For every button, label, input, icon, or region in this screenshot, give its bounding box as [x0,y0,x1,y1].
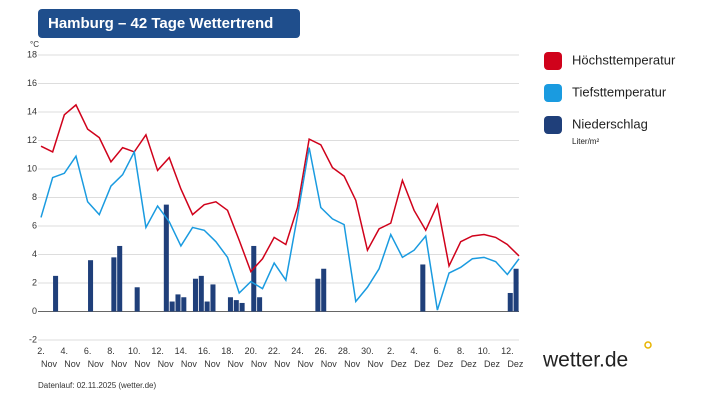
precipitation-bar [507,292,513,312]
y-tick-label: 14 [27,106,37,116]
legend-label: Niederschlag [572,116,648,131]
precipitation-bar [513,268,519,312]
logo-dot [644,341,652,349]
chart-title: Hamburg – 42 Tage Wettertrend [48,15,273,32]
legend-unit: Liter/m² [572,137,599,146]
precipitation-bar [192,278,198,312]
precipitation-bar [204,301,210,312]
precipitation-bar [210,284,216,312]
x-tick-label: 10. Dez [478,346,501,369]
x-tick-label: 2. Nov [37,346,57,369]
title-box [38,9,300,38]
temperature-line [40,147,520,311]
precipitation-bar [198,275,204,312]
legend-label: Höchsttemperatur [572,52,676,67]
x-tick-label: 8. Dez [457,346,477,369]
precipitation-bar [233,300,239,312]
x-tick-label: 30. Nov [361,346,384,369]
x-tick-label: 4. Dez [410,346,430,369]
precipitation-bar [134,287,140,312]
legend-swatch [544,116,562,134]
precipitation-bar [53,275,59,312]
x-tick-label: 22. Nov [268,346,291,369]
x-tick-label: 6. Dez [434,346,454,369]
y-tick-label: 12 [27,135,37,145]
y-tick-label: 18 [27,49,37,59]
y-tick-label: 4 [32,249,37,259]
x-tick-label: 10. Nov [128,346,151,369]
legend-swatch [544,52,562,70]
precipitation-bar [420,264,426,312]
x-tick-label: 14. Nov [175,346,198,369]
y-tick-label: 6 [32,220,37,230]
precipitation-bar [169,301,175,312]
x-tick-label: 24. Nov [291,346,314,369]
precipitation-bar [117,245,123,312]
legend: Höchsttemperatur Tiefsttemperatur Niedersc… [544,52,676,146]
y-tick-label: 10 [27,163,37,173]
x-tick-label: 8. Nov [107,346,127,369]
x-tick-label: 12. Dez [501,346,524,369]
precipitation-bar [111,257,117,312]
x-tick-label: 26. Nov [315,346,338,369]
y-unit: °C [30,40,39,49]
precipitation-bar [321,268,327,312]
precipitation-bar [88,260,94,312]
precipitation-bar [315,278,321,312]
legend-label: Tiefsttemperatur [572,84,667,99]
precipitation-bar [251,245,257,312]
x-tick-label: 18. Nov [221,346,244,369]
precipitation-bar [175,294,181,312]
x-tick-label: 20. Nov [245,346,268,369]
precipitation-bar [239,302,245,312]
precipitation-bar [227,297,233,312]
x-tick-label: 6. Nov [84,346,104,369]
x-tick-label: 4. Nov [61,346,81,369]
y-tick-label: 8 [32,192,37,202]
x-tick-label: 12. Nov [151,346,174,369]
x-tick-label: 2. Dez [387,346,407,369]
precipitation-bar [181,297,187,312]
x-tick-label: 16. Nov [198,346,221,369]
logo: wetter.de [542,349,628,372]
footer: Datenlauf: 02.11.2025 (wetter.de) [38,381,156,390]
legend-swatch [544,84,562,102]
precipitation-bar [163,204,169,312]
y-tick-label: 2 [32,277,37,287]
y-tick-label: 0 [32,306,37,316]
precipitation-bar [257,297,263,312]
y-tick-label: 16 [27,78,37,88]
temperature-line [40,103,520,274]
y-tick-label: -2 [29,334,37,344]
x-tick-label: 28. Nov [338,346,361,369]
